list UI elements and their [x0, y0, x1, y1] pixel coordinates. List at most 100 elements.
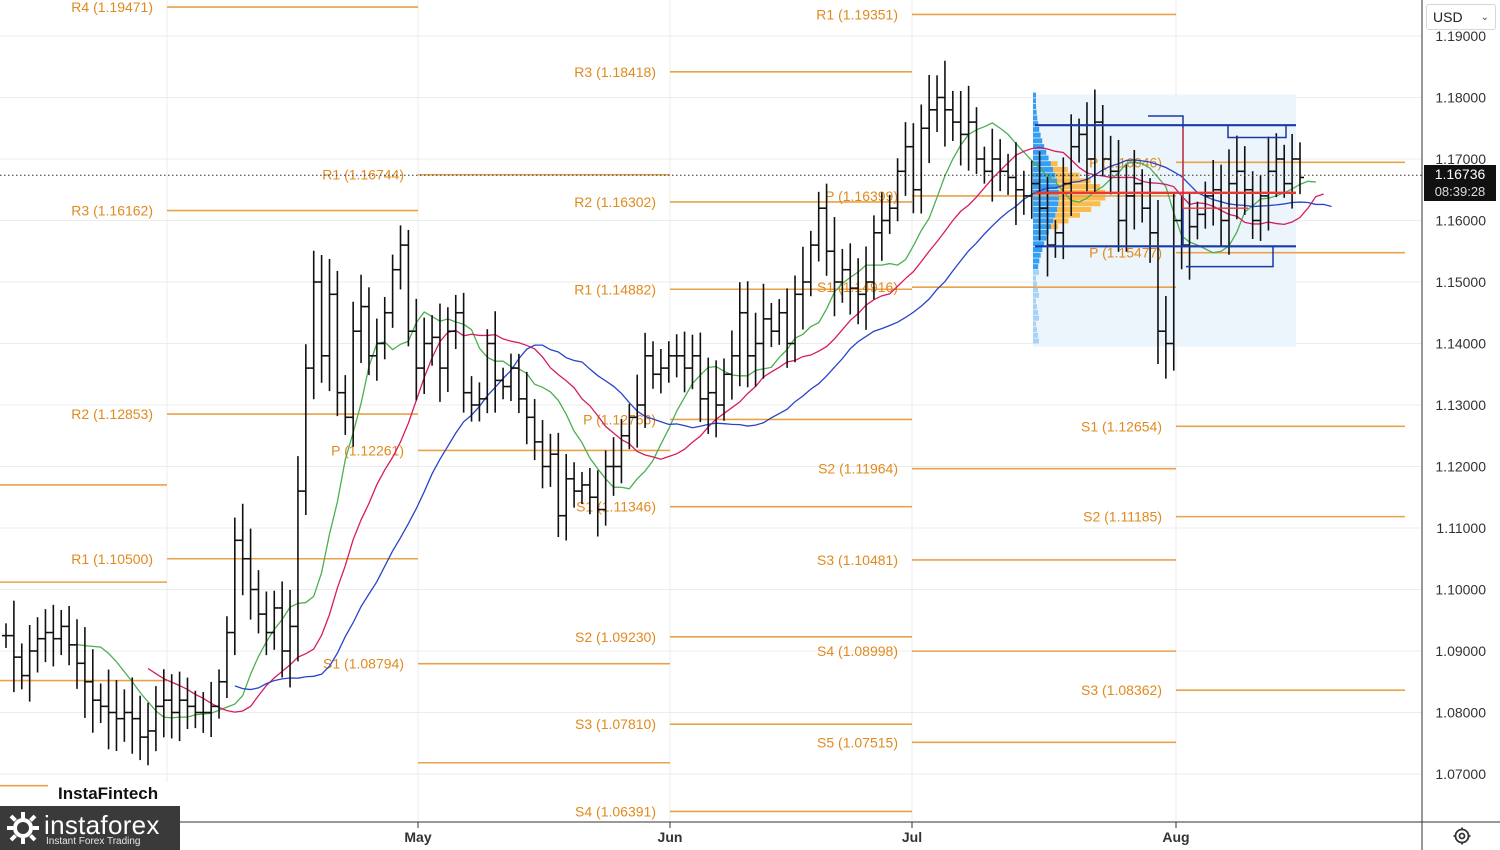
ohlc-bar — [128, 677, 137, 754]
pivot-label: R1 (1.10500) — [71, 551, 153, 567]
ohlc-bar — [57, 610, 66, 656]
ohlc-bar — [309, 250, 318, 400]
ohlc-bar — [341, 375, 350, 435]
ohlc-bar — [1153, 199, 1162, 365]
ohlc-bar — [120, 689, 129, 742]
ohlc-bar — [404, 229, 413, 347]
pivot-label: R2 (1.16302) — [574, 194, 656, 210]
profile-bar — [1057, 178, 1091, 184]
ohlc-bar — [357, 274, 366, 364]
ohlc-bar — [554, 432, 563, 538]
profile-bar — [1033, 332, 1038, 338]
profile-bar — [1033, 206, 1058, 212]
current-price: 1.16736 — [1434, 166, 1486, 182]
volume-profile — [1033, 92, 1296, 347]
ohlc-bar — [333, 270, 342, 417]
profile-bar — [1033, 224, 1052, 230]
ohlc-bar — [1059, 157, 1068, 260]
profile-bar — [1033, 115, 1038, 121]
ohlc-bar — [1264, 136, 1273, 231]
instaforex-logo[interactable]: instaforex Instant Forex Trading — [0, 806, 180, 850]
profile-bar — [1033, 304, 1037, 310]
ohlc-bar — [649, 341, 657, 389]
time-tick-label: Jul — [902, 829, 922, 845]
ohlc-bar — [506, 353, 515, 402]
ohlc-bar — [499, 367, 508, 400]
profile-bar — [1033, 247, 1043, 253]
ohlc-bar — [877, 192, 886, 261]
ohlc-bar — [1051, 220, 1060, 258]
ohlc-bar — [909, 123, 918, 214]
ohlc-bar — [144, 702, 153, 766]
price-tick-label: 1.07000 — [1435, 766, 1486, 782]
ma-blue-line — [234, 159, 1332, 691]
ohlc-bar — [451, 294, 460, 350]
ohlc-bar — [1169, 193, 1178, 371]
pivot-label: S1 (1.11346) — [576, 499, 656, 515]
pivot-label: R1 (1.14882) — [574, 281, 656, 297]
gridlines — [0, 0, 1422, 822]
ohlc-bar — [222, 616, 231, 699]
ohlc-bar — [656, 348, 665, 394]
settings-gear-icon[interactable] — [1452, 826, 1472, 846]
ohlc-bar — [704, 357, 713, 434]
instaforex-logo-icon — [7, 812, 39, 844]
price-tick-label: 1.19000 — [1435, 28, 1486, 44]
price-tick-label: 1.17000 — [1435, 151, 1486, 167]
time-tick-label: Aug — [1162, 829, 1189, 845]
ohlc-bar — [822, 183, 831, 276]
ohlc-bar — [1232, 135, 1241, 220]
profile-bar — [1033, 338, 1039, 344]
pivot-label: S3 (1.08362) — [1081, 682, 1162, 698]
ohlc-bar — [112, 680, 121, 752]
ohlc-bar — [617, 418, 626, 484]
ohlc-bar — [917, 104, 926, 214]
ohlc-bar — [1004, 153, 1013, 195]
profile-bar — [1033, 212, 1056, 218]
ohlc-bar — [854, 258, 863, 325]
ohlc-bar — [278, 581, 287, 678]
ohlc-bar — [791, 275, 800, 363]
ohlc-bar — [1082, 102, 1091, 192]
ohlc-bar — [885, 194, 894, 234]
profile-bar — [1033, 321, 1036, 327]
ohlc-bar — [104, 669, 113, 750]
currency-dropdown[interactable]: USD ⌄ — [1426, 4, 1496, 30]
ohlc-bar — [570, 462, 579, 508]
profile-bar — [1053, 166, 1068, 172]
logo-tagline: Instant Forex Trading — [46, 836, 141, 847]
pivot-label: S4 (1.06391) — [575, 803, 656, 819]
ohlc-bar — [767, 303, 776, 348]
candle-countdown: 08:39:28 — [1434, 184, 1486, 199]
pivot-label: S2 (1.11185) — [1083, 509, 1162, 525]
ohlc-bar — [562, 454, 571, 541]
profile-bar — [1033, 258, 1040, 264]
moving-averages — [76, 122, 1332, 719]
profile-bar — [1033, 166, 1054, 172]
price-axis[interactable]: 1.19000 1.18000 1.17000 1.16000 1.15000 1.140… — [1421, 0, 1486, 850]
ohlc-bar — [1130, 149, 1139, 230]
time-axis[interactable]: AprMayJunJulAug — [0, 821, 1500, 845]
ohlc-bar — [546, 433, 555, 487]
ohlc-bar — [1019, 170, 1028, 215]
pivot-label: S1 (1.08794) — [323, 656, 404, 672]
price-tick-label: 1.12000 — [1435, 459, 1486, 475]
ohlc-bar — [443, 307, 452, 393]
ohlc-bar — [2, 623, 10, 648]
ohlc-bar — [948, 90, 957, 141]
ohlc-bar — [514, 353, 523, 414]
ohlc-bar — [1296, 142, 1304, 195]
profile-bar — [1033, 126, 1040, 132]
ohlc-bar — [1161, 296, 1170, 379]
profile-bar — [1033, 178, 1058, 184]
ohlc-bar — [633, 374, 642, 448]
ohlc-bar — [901, 122, 910, 196]
logo-brand: instaforex — [44, 810, 160, 840]
time-tick-label: Jun — [658, 829, 683, 845]
ohlc-bar — [380, 296, 389, 360]
ohlc-bar — [483, 329, 492, 414]
price-tick-label: 1.15000 — [1435, 274, 1486, 290]
ohlc-bar — [151, 686, 160, 752]
ohlc-bar — [270, 590, 279, 650]
